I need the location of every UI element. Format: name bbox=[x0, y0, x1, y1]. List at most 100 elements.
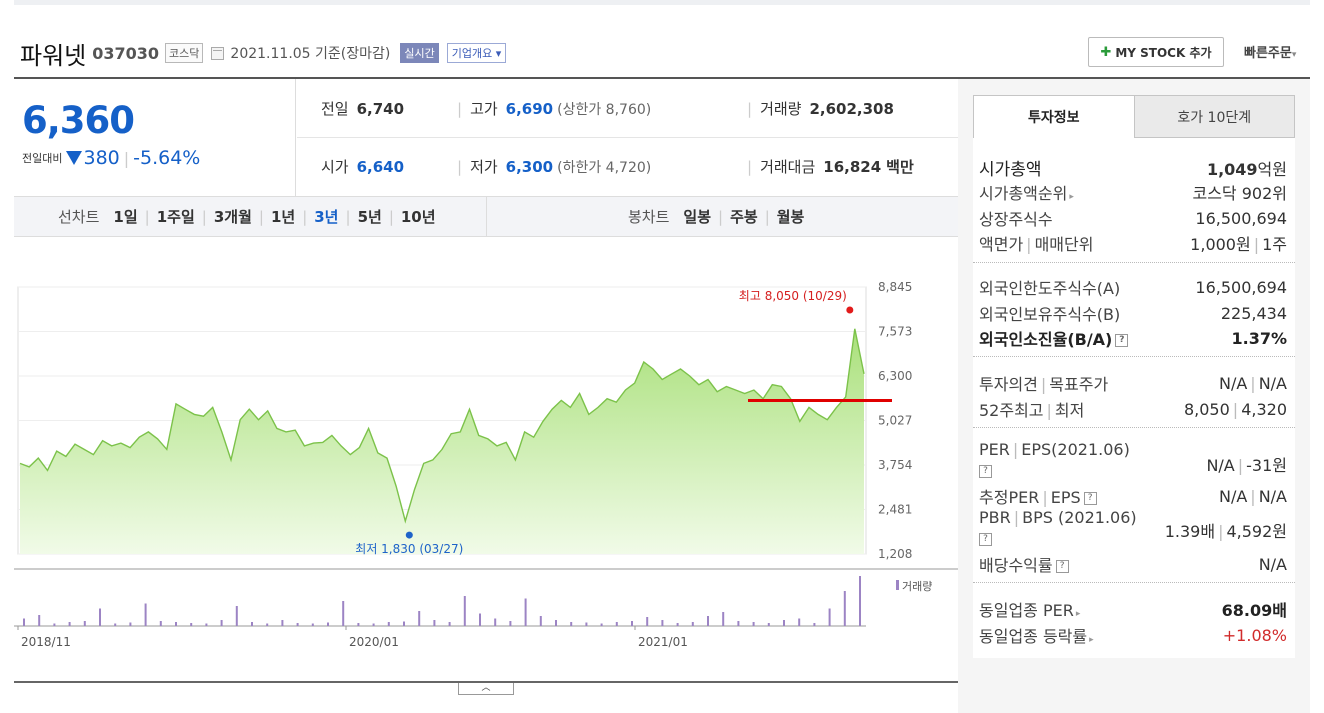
pbr-bps-label: PBR | BPS (2021.06)? bbox=[979, 508, 1137, 546]
tab-period-2[interactable]: 3개월 bbox=[213, 208, 252, 226]
volume-bar bbox=[813, 623, 816, 626]
investment-info-body: 시가총액 1,049억원 시가총액순위 ▸ 코스닥 902위 상장주식수 16,5… bbox=[973, 138, 1295, 658]
tab-orderbook[interactable]: 호가 10단계 bbox=[1134, 95, 1295, 138]
volume-bar bbox=[433, 620, 436, 626]
mystock-label: MY STOCK 추가 bbox=[1115, 45, 1212, 60]
divider: | bbox=[302, 207, 308, 226]
price-chart[interactable]: 8,845 7,573 6,300 5,027 3,754 2,481 1,208 최고 8,… bbox=[14, 260, 958, 660]
par-label: 액면가 bbox=[979, 235, 1024, 254]
change-rate: -5.64% bbox=[133, 147, 201, 169]
tab-period-3[interactable]: 1년 bbox=[270, 208, 296, 226]
divider: | bbox=[1250, 373, 1256, 393]
investment-panel: 투자정보 호가 10단계 시가총액 1,049억원 시가총액순위 ▸ 코스닥 90… bbox=[958, 77, 1310, 713]
line-chart-tabs: 선차트 1일 | 1주일 | 3개월 | 1년 | 3년 | 5년 | 10년 bbox=[58, 197, 436, 236]
divider: | bbox=[1253, 235, 1260, 254]
quote-grid: 전일 6,740 | 고가 6,690 (상한가 8,760) | 거래량 2,… bbox=[297, 79, 958, 196]
shares-label: 상장주식수 bbox=[979, 210, 1053, 229]
foreign-ratio-label: 외국인소진율(B/A)? bbox=[979, 326, 1129, 350]
quote-panel: 6,360 전일대비 380 | -5.64% 전일 6,740 | 고가 6,… bbox=[14, 77, 958, 237]
foreign-limit-row: 외국인한도주식수(A) 16,500,694 bbox=[979, 275, 1287, 299]
tab-period-6[interactable]: 10년 bbox=[400, 208, 436, 226]
candle-chart-label: 봉차트 bbox=[628, 208, 670, 226]
pbr-label: PBR bbox=[979, 508, 1011, 527]
realtime-button[interactable]: 실시간 bbox=[400, 43, 439, 63]
divider: | bbox=[123, 148, 130, 168]
tab-candle-2[interactable]: 월봉 bbox=[776, 208, 805, 226]
volume-bar bbox=[494, 618, 497, 626]
volume-bar bbox=[828, 608, 831, 626]
volume-bar bbox=[859, 576, 861, 626]
week52-high-label: 52주최고 bbox=[979, 401, 1044, 420]
tab-period-4[interactable]: 3년 bbox=[314, 208, 339, 226]
tab-period-5[interactable]: 5년 bbox=[357, 208, 382, 226]
price-change: 전일대비 380 | -5.64% bbox=[22, 147, 200, 169]
tab-period-0[interactable]: 1일 bbox=[113, 208, 138, 226]
low-value: 6,300 bbox=[505, 157, 554, 176]
mystock-add-button[interactable]: ✚ MY STOCK 추가 bbox=[1088, 37, 1224, 67]
est-per-label: 추정PER | EPS? bbox=[979, 484, 1097, 508]
volume-bar bbox=[266, 623, 269, 626]
x-tick-label: 2018/11 bbox=[21, 635, 71, 649]
volume-bar bbox=[220, 620, 223, 626]
company-overview-dropdown[interactable]: 기업개요 ▾ bbox=[446, 43, 507, 63]
industry-per-label: 동일업종 PER ▸ bbox=[979, 597, 1080, 621]
week52-low-label: 최저 bbox=[1054, 401, 1085, 420]
quick-order-label: 빠른주문 bbox=[1244, 46, 1292, 61]
target-label: 목표주가 bbox=[1049, 375, 1109, 394]
volume-bar bbox=[387, 622, 390, 626]
lower-limit: (하한가 4,720) bbox=[557, 159, 652, 176]
industry-per-label-text: 동일업종 PER bbox=[979, 601, 1074, 620]
high-marker bbox=[846, 306, 854, 314]
volume-legend-label: 거래량 bbox=[902, 580, 932, 593]
chevron-right-icon: ▸ bbox=[1075, 609, 1081, 619]
row-divider bbox=[297, 137, 958, 138]
eps-label: EPS(2021.06) bbox=[1021, 440, 1130, 459]
quick-order-button[interactable]: 빠른주문▾ bbox=[1244, 42, 1296, 61]
week52-value: 8,050 | 4,320 bbox=[1184, 400, 1287, 419]
market-cap-number: 1,049 bbox=[1206, 159, 1258, 179]
per-eps-label: PER | EPS(2021.06)? bbox=[979, 440, 1130, 478]
volume-bar bbox=[707, 616, 709, 626]
divider: | bbox=[388, 207, 394, 226]
top-strip bbox=[14, 0, 1310, 5]
help-icon[interactable]: ? bbox=[979, 533, 992, 546]
opinion-label: 투자의견 bbox=[979, 375, 1038, 394]
tab-candle-0[interactable]: 일봉 bbox=[683, 208, 712, 226]
industry-rate-row[interactable]: 동일업종 등락률 ▸ +1.08% bbox=[979, 623, 1287, 647]
volume-bar bbox=[661, 620, 664, 626]
tab-candle-1[interactable]: 주봉 bbox=[730, 208, 758, 226]
per-eps-row: PER | EPS(2021.06)? N/A | -31원 bbox=[979, 440, 1287, 478]
volume-bar bbox=[190, 623, 193, 626]
volume-bar bbox=[357, 623, 360, 626]
opinion-target-label: 투자의견 | 목표주가 bbox=[979, 371, 1108, 395]
y-tick-label: 2,481 bbox=[878, 503, 912, 517]
divider: | bbox=[764, 207, 770, 226]
est-per-value: N/A | N/A bbox=[1219, 487, 1287, 506]
day-low: | 저가 6,300 (하한가 4,720) bbox=[457, 156, 651, 177]
help-icon[interactable]: ? bbox=[1083, 492, 1097, 505]
divider: | bbox=[1237, 456, 1244, 475]
divider: | bbox=[345, 207, 351, 226]
tab-period-1[interactable]: 1주일 bbox=[156, 208, 195, 226]
eps-value: -31원 bbox=[1246, 456, 1287, 475]
down-triangle-icon bbox=[66, 151, 83, 165]
industry-rate-value: +1.08% bbox=[1222, 625, 1287, 645]
volume-bar bbox=[615, 622, 618, 626]
lot-label: 매매단위 bbox=[1034, 235, 1094, 254]
line-chart-label: 선차트 bbox=[58, 208, 100, 226]
help-icon[interactable]: ? bbox=[979, 465, 992, 478]
tab-investment-info[interactable]: 투자정보 bbox=[973, 95, 1135, 138]
divider: | bbox=[718, 207, 724, 226]
pbr-bps-row: PBR | BPS (2021.06)? 1.39배 | 4,592원 bbox=[979, 508, 1287, 546]
open: 시가 6,640 bbox=[321, 156, 404, 177]
stock-code: 037030 bbox=[92, 43, 160, 63]
collapse-chart-button[interactable]: ︿ bbox=[458, 683, 514, 695]
volume-bar bbox=[251, 622, 253, 626]
price-area bbox=[20, 328, 864, 554]
industry-per-row[interactable]: 동일업종 PER ▸ 68.09배 bbox=[979, 597, 1287, 621]
market-cap-rank-row[interactable]: 시가총액순위 ▸ 코스닥 902위 bbox=[979, 180, 1287, 204]
help-icon[interactable]: ? bbox=[1115, 334, 1129, 347]
volume-value: 2,602,308 bbox=[809, 99, 894, 118]
chevron-right-icon: ▸ bbox=[1069, 192, 1074, 202]
help-icon[interactable]: ? bbox=[1055, 560, 1069, 573]
